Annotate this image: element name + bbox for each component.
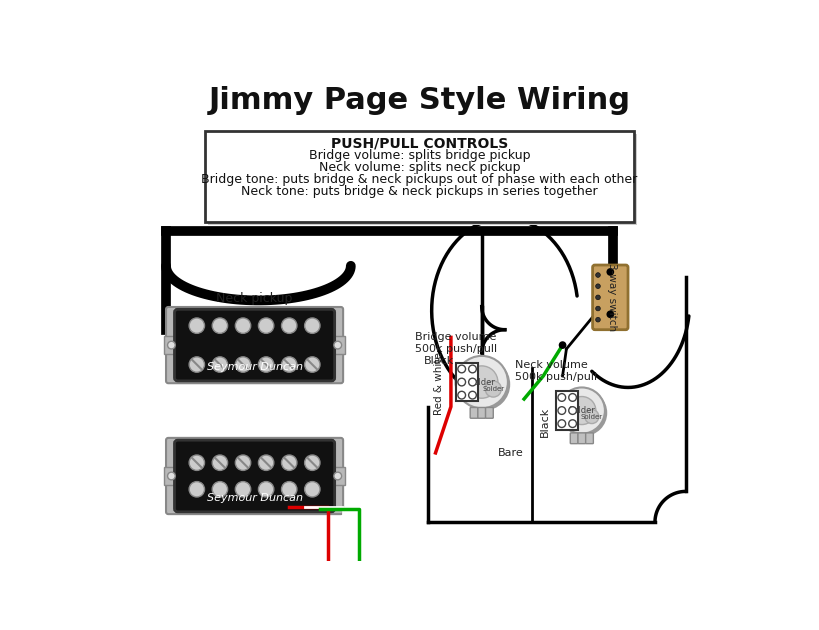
Circle shape [259,318,274,333]
Circle shape [558,394,566,401]
Circle shape [595,295,600,300]
FancyBboxPatch shape [593,265,628,329]
Text: Jimmy Page Style Wiring: Jimmy Page Style Wiring [208,86,631,115]
FancyBboxPatch shape [486,408,493,418]
Text: Bare: Bare [498,448,524,458]
Circle shape [189,455,205,471]
Text: Solder: Solder [581,413,603,420]
FancyBboxPatch shape [166,438,343,514]
Circle shape [259,481,274,497]
Circle shape [235,357,251,372]
Circle shape [561,390,607,436]
Circle shape [189,357,205,372]
FancyBboxPatch shape [174,309,335,381]
Circle shape [468,378,477,386]
Text: Black: Black [423,355,454,365]
Circle shape [212,357,228,372]
Text: Bridge tone: puts bridge & neck pickups out of phase with each other: Bridge tone: puts bridge & neck pickups … [201,173,637,186]
Circle shape [455,356,508,408]
Text: Red & white: Red & white [434,352,445,415]
Circle shape [568,407,577,415]
Text: Solder: Solder [482,386,505,392]
Circle shape [595,284,600,289]
Text: Bridge volume: splits bridge pickup: Bridge volume: splits bridge pickup [309,149,530,162]
Circle shape [282,357,297,372]
Circle shape [282,481,297,497]
Circle shape [212,318,228,333]
FancyBboxPatch shape [166,307,343,383]
Circle shape [235,481,251,497]
Circle shape [568,396,596,425]
Bar [164,336,179,354]
Text: Seymour Duncan: Seymour Duncan [206,362,302,372]
Text: Seymour Duncan: Seymour Duncan [206,493,302,503]
Bar [205,131,634,222]
Circle shape [189,481,205,497]
Circle shape [458,358,510,411]
FancyBboxPatch shape [477,408,486,418]
Circle shape [259,455,274,471]
Text: Neck pickup: Neck pickup [216,292,292,305]
Circle shape [606,268,614,276]
Circle shape [568,420,577,428]
Text: PUSH/PULL CONTROLS: PUSH/PULL CONTROLS [331,136,508,151]
Bar [456,363,477,401]
Circle shape [595,273,600,277]
Circle shape [189,318,205,333]
Circle shape [305,318,320,333]
Text: Neck volume
500k push/pull: Neck volume 500k push/pull [515,360,598,382]
Text: Bridge volume
500k push/pull: Bridge volume 500k push/pull [415,332,497,353]
FancyBboxPatch shape [578,433,586,444]
Circle shape [559,387,605,433]
Text: Solder: Solder [568,406,595,415]
Circle shape [568,394,577,401]
Circle shape [485,381,501,397]
FancyBboxPatch shape [586,433,594,444]
Circle shape [585,410,599,423]
Circle shape [282,318,297,333]
Circle shape [468,391,477,399]
FancyBboxPatch shape [174,440,335,512]
Text: Neck tone: puts bridge & neck pickups in series together: Neck tone: puts bridge & neck pickups in… [241,185,598,198]
Circle shape [334,341,342,349]
Circle shape [468,365,477,373]
Circle shape [458,378,465,386]
Bar [164,467,179,485]
Bar [330,336,346,354]
Text: 3-way switch: 3-way switch [607,263,617,331]
Text: Neck volume: splits neck pickup: Neck volume: splits neck pickup [319,161,520,174]
Circle shape [465,366,498,398]
Circle shape [305,455,320,471]
FancyBboxPatch shape [470,408,477,418]
Circle shape [168,341,175,349]
Bar [207,134,637,225]
Circle shape [259,357,274,372]
Circle shape [595,306,600,311]
Circle shape [235,455,251,471]
Bar [556,391,578,430]
Circle shape [168,472,175,480]
Circle shape [282,455,297,471]
Circle shape [558,407,566,415]
Circle shape [478,228,485,234]
Circle shape [235,318,251,333]
FancyBboxPatch shape [570,433,578,444]
Circle shape [305,357,320,372]
Circle shape [458,391,465,399]
Circle shape [595,318,600,322]
Circle shape [558,420,566,428]
Circle shape [305,481,320,497]
Bar [330,467,346,485]
Text: Solder: Solder [468,377,495,387]
Circle shape [212,455,228,471]
Text: Black: Black [540,407,550,437]
Circle shape [334,472,342,480]
Circle shape [559,341,567,349]
Circle shape [606,311,614,318]
Circle shape [458,365,465,373]
Circle shape [212,481,228,497]
